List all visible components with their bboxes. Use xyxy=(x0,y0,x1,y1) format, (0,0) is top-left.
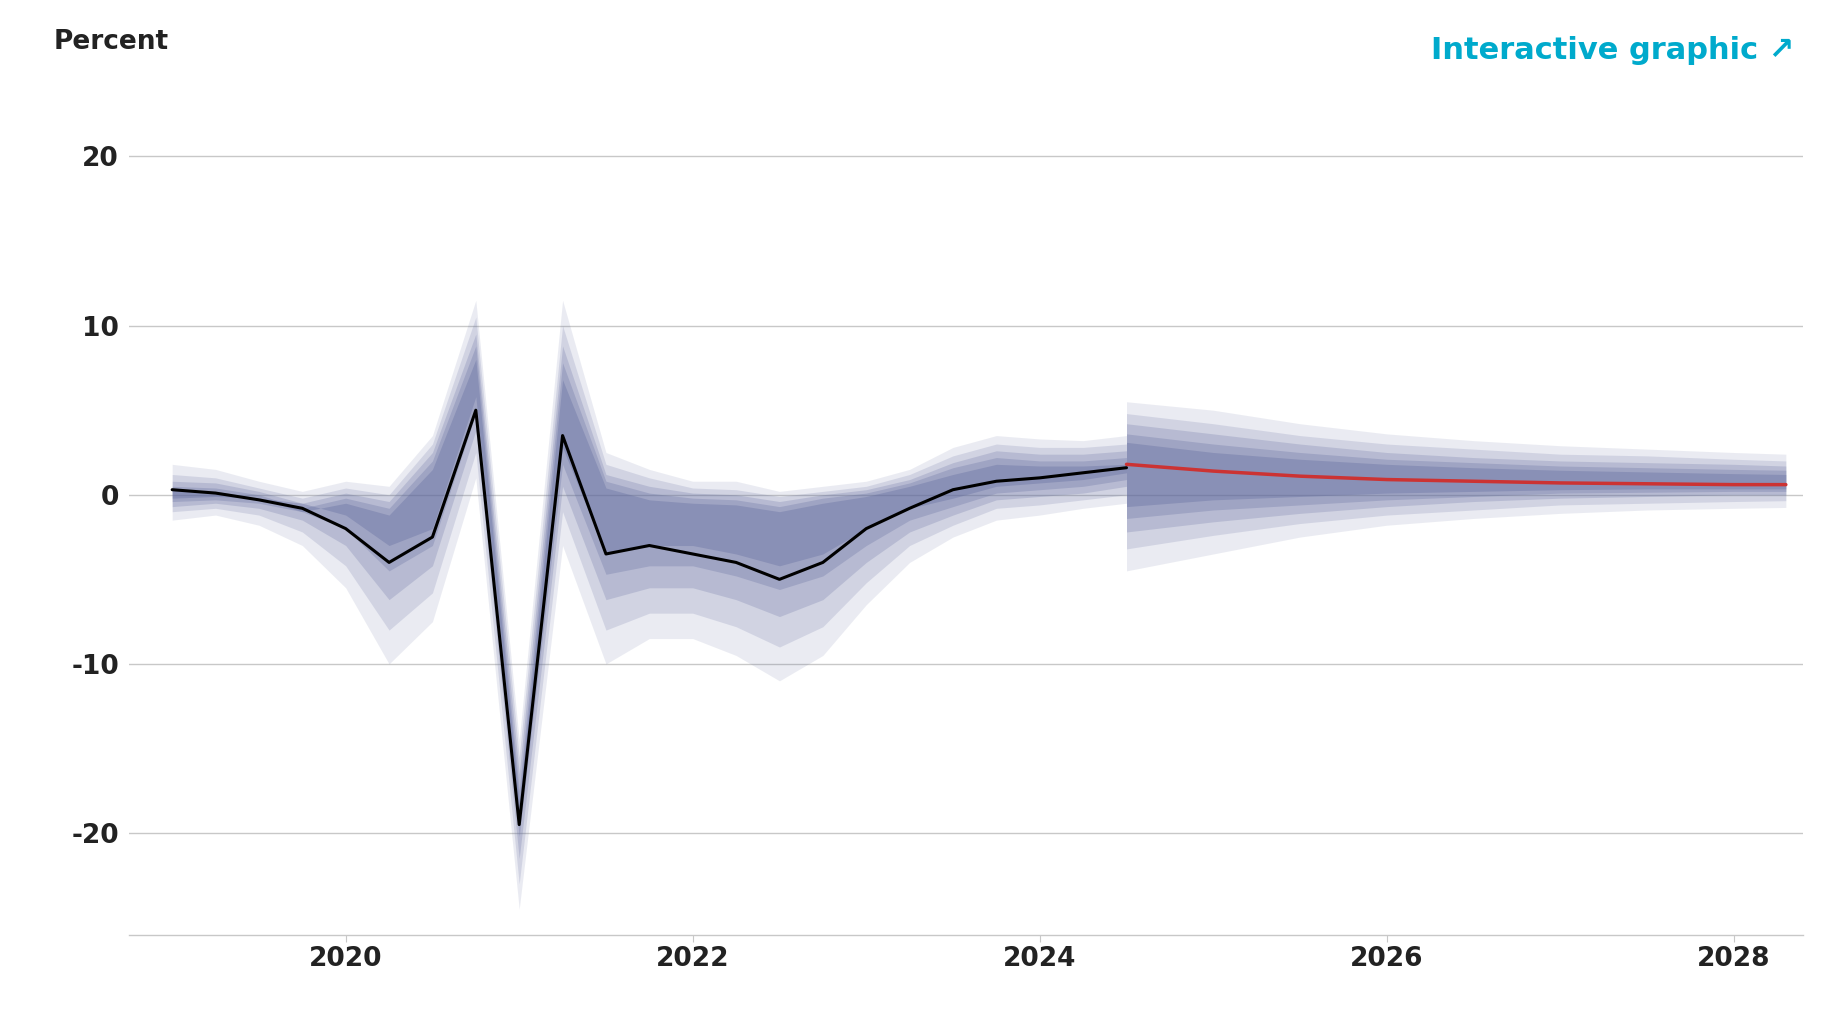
Text: Interactive graphic ↗: Interactive graphic ↗ xyxy=(1431,36,1793,65)
Text: Percent: Percent xyxy=(53,29,169,54)
